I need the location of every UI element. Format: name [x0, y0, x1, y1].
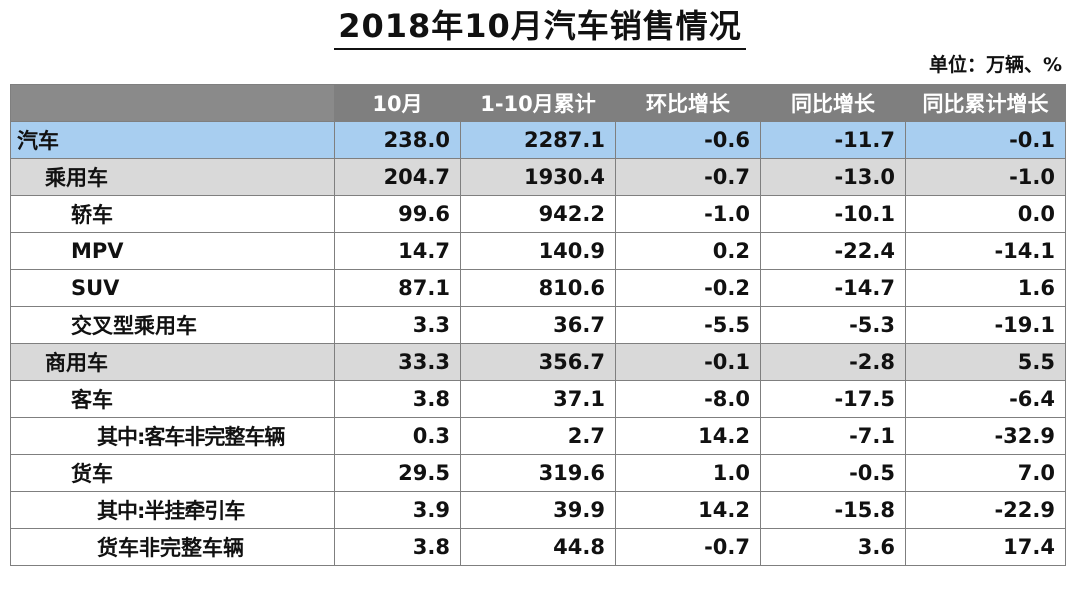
value-cell: -1.0	[615, 195, 761, 233]
row-label: 其中:客车非完整车辆	[10, 417, 335, 455]
table-row: 轿车 99.6 942.2 -1.0 -10.1 0.0	[10, 195, 1066, 233]
value-cell: 204.7	[334, 158, 461, 196]
header-cell-blank	[10, 84, 335, 122]
value-cell: -0.7	[615, 158, 761, 196]
value-cell: 1.6	[905, 269, 1066, 307]
table-row: 货车 29.5 319.6 1.0 -0.5 7.0	[10, 454, 1066, 492]
value-cell: 810.6	[460, 269, 616, 307]
table-row: MPV 14.7 140.9 0.2 -22.4 -14.1	[10, 232, 1066, 270]
value-cell: 2287.1	[460, 121, 616, 159]
value-cell: -32.9	[905, 417, 1066, 455]
value-cell: 44.8	[460, 528, 616, 566]
table-row: 乘用车 204.7 1930.4 -0.7 -13.0 -1.0	[10, 158, 1066, 196]
value-cell: -0.7	[615, 528, 761, 566]
value-cell: 87.1	[334, 269, 461, 307]
value-cell: -0.1	[905, 121, 1066, 159]
value-cell: 14.2	[615, 417, 761, 455]
row-label: SUV	[10, 269, 335, 307]
value-cell: -2.8	[760, 343, 906, 381]
table-row: SUV 87.1 810.6 -0.2 -14.7 1.6	[10, 269, 1066, 307]
row-label: 商用车	[10, 343, 335, 381]
value-cell: -22.9	[905, 491, 1066, 529]
value-cell: -8.0	[615, 380, 761, 418]
table-body: 汽车 238.0 2287.1 -0.6 -11.7 -0.1 乘用车 204.7 1930.4…	[10, 121, 1066, 566]
row-label: 汽车	[10, 121, 335, 159]
value-cell: 33.3	[334, 343, 461, 381]
value-cell: 37.1	[460, 380, 616, 418]
value-cell: 3.9	[334, 491, 461, 529]
table-header: 10月 1-10月累计 环比增长 同比增长 同比累计增长	[10, 84, 1066, 122]
row-label: 客车	[10, 380, 335, 418]
header-cell: 环比增长	[615, 84, 761, 122]
value-cell: -14.1	[905, 232, 1066, 270]
value-cell: -0.2	[615, 269, 761, 307]
value-cell: 1930.4	[460, 158, 616, 196]
sales-table: 10月 1-10月累计 环比增长 同比增长 同比累计增长 汽车 238.0 2287.1 -0…	[10, 84, 1066, 566]
value-cell: 7.0	[905, 454, 1066, 492]
value-cell: 3.6	[760, 528, 906, 566]
table-row: 商用车 33.3 356.7 -0.1 -2.8 5.5	[10, 343, 1066, 381]
table-row: 交叉型乘用车 3.3 36.7 -5.5 -5.3 -19.1	[10, 306, 1066, 344]
value-cell: -5.3	[760, 306, 906, 344]
header-cell: 10月	[334, 84, 461, 122]
value-cell: 3.8	[334, 528, 461, 566]
value-cell: -5.5	[615, 306, 761, 344]
value-cell: -1.0	[905, 158, 1066, 196]
value-cell: -14.7	[760, 269, 906, 307]
value-cell: 0.2	[615, 232, 761, 270]
value-cell: 319.6	[460, 454, 616, 492]
row-label: 货车非完整车辆	[10, 528, 335, 566]
value-cell: 3.3	[334, 306, 461, 344]
table-row: 其中:客车非完整车辆 0.3 2.7 14.2 -7.1 -32.9	[10, 417, 1066, 455]
value-cell: 29.5	[334, 454, 461, 492]
value-cell: 17.4	[905, 528, 1066, 566]
header-row: 10月 1-10月累计 环比增长 同比增长 同比累计增长	[10, 84, 1066, 122]
value-cell: 140.9	[460, 232, 616, 270]
value-cell: 36.7	[460, 306, 616, 344]
row-label: 其中:半挂牵引车	[10, 491, 335, 529]
value-cell: -13.0	[760, 158, 906, 196]
row-label: 货车	[10, 454, 335, 492]
value-cell: 0.3	[334, 417, 461, 455]
value-cell: 14.2	[615, 491, 761, 529]
row-label: 乘用车	[10, 158, 335, 196]
value-cell: -10.1	[760, 195, 906, 233]
value-cell: 14.7	[334, 232, 461, 270]
page-title: 2018年10月汽车销售情况	[0, 6, 1080, 50]
value-cell: 3.8	[334, 380, 461, 418]
header-cell: 1-10月累计	[460, 84, 616, 122]
value-cell: 39.9	[460, 491, 616, 529]
row-label: 轿车	[10, 195, 335, 233]
value-cell: -22.4	[760, 232, 906, 270]
row-label: 交叉型乘用车	[10, 306, 335, 344]
value-cell: -0.6	[615, 121, 761, 159]
value-cell: 2.7	[460, 417, 616, 455]
value-cell: 99.6	[334, 195, 461, 233]
value-cell: -19.1	[905, 306, 1066, 344]
header-cell: 同比增长	[760, 84, 906, 122]
value-cell: 1.0	[615, 454, 761, 492]
value-cell: 5.5	[905, 343, 1066, 381]
value-cell: -0.5	[760, 454, 906, 492]
value-cell: 238.0	[334, 121, 461, 159]
value-cell: -15.8	[760, 491, 906, 529]
value-cell: -11.7	[760, 121, 906, 159]
value-cell: -0.1	[615, 343, 761, 381]
header-cell: 同比累计增长	[905, 84, 1066, 122]
value-cell: 942.2	[460, 195, 616, 233]
value-cell: -6.4	[905, 380, 1066, 418]
value-cell: -7.1	[760, 417, 906, 455]
table-row: 货车非完整车辆 3.8 44.8 -0.7 3.6 17.4	[10, 528, 1066, 566]
table-row: 其中:半挂牵引车 3.9 39.9 14.2 -15.8 -22.9	[10, 491, 1066, 529]
row-label: MPV	[10, 232, 335, 270]
value-cell: 356.7	[460, 343, 616, 381]
value-cell: 0.0	[905, 195, 1066, 233]
unit-note: 单位：万辆、%	[928, 54, 1062, 76]
table-row: 客车 3.8 37.1 -8.0 -17.5 -6.4	[10, 380, 1066, 418]
value-cell: -17.5	[760, 380, 906, 418]
table-row: 汽车 238.0 2287.1 -0.6 -11.7 -0.1	[10, 121, 1066, 159]
